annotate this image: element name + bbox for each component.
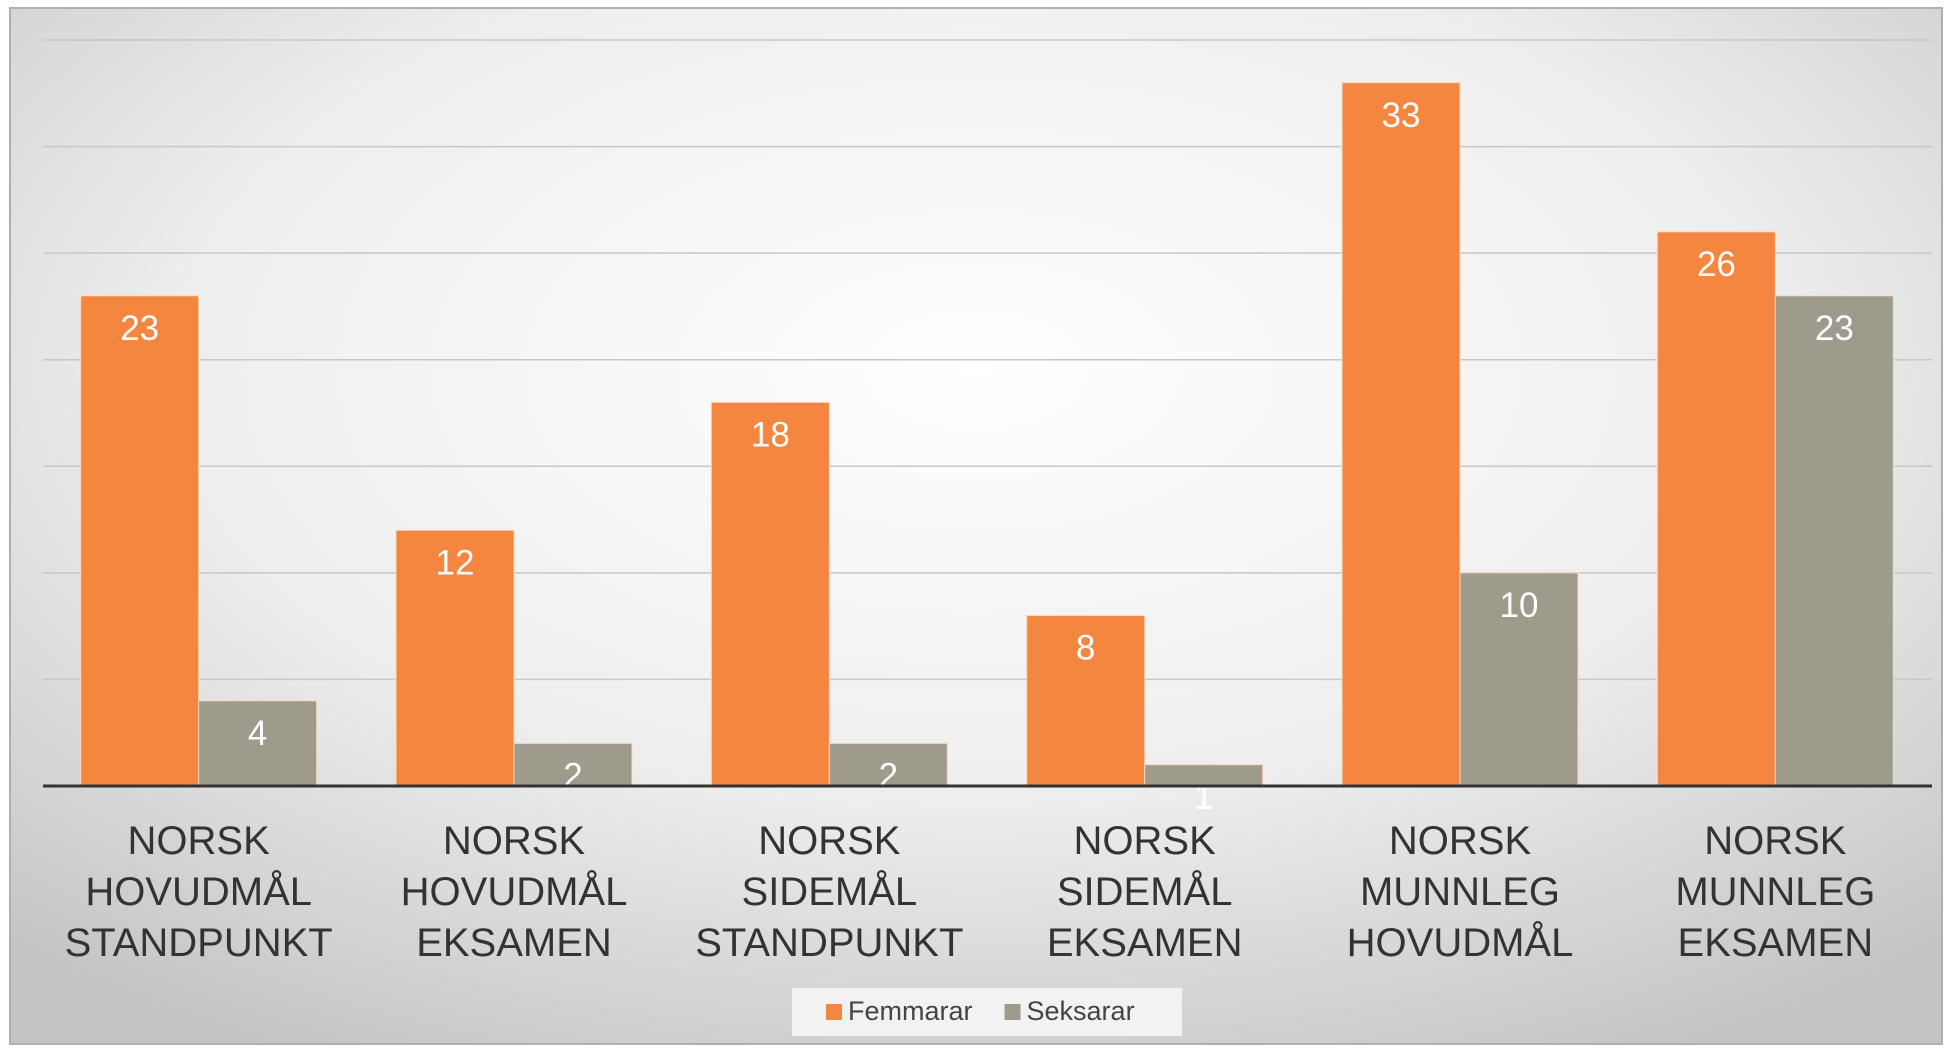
background	[9, 7, 1943, 1045]
bar	[1774, 295, 1894, 787]
value-label: 23	[120, 309, 159, 348]
legend-label: Seksarar	[1027, 996, 1135, 1026]
value-label: 12	[436, 543, 475, 582]
x-tick-label: NORSK SIDEMÅL STANDPUNKT	[695, 819, 963, 965]
bar	[1656, 231, 1776, 787]
value-label: 8	[1076, 629, 1095, 668]
legend-box	[792, 988, 1182, 1036]
bar	[1026, 614, 1146, 787]
x-tick-label: NORSK MUNNLEG HOVUDMÅL	[1347, 819, 1574, 965]
value-label: 23	[1815, 309, 1854, 348]
x-tick-label: NORSK HOVUDMÅL STANDPUNKT	[65, 819, 333, 965]
x-tick-label: NORSK SIDEMÅL EKSAMEN	[1047, 819, 1243, 965]
legend-swatch	[826, 1004, 842, 1020]
bar	[1341, 82, 1461, 787]
value-label: 18	[751, 416, 790, 455]
x-tick-label: NORSK HOVUDMÅL EKSAMEN	[401, 819, 628, 965]
value-label: 2	[563, 757, 582, 796]
value-label: 4	[248, 714, 267, 753]
bar	[198, 700, 318, 787]
legend-label: Femmarar	[848, 996, 973, 1026]
bar	[828, 742, 948, 787]
bar	[1459, 572, 1579, 787]
bar	[80, 295, 200, 787]
value-label: 1	[1194, 778, 1213, 817]
value-label: 2	[879, 757, 898, 796]
bar	[710, 401, 830, 787]
value-label: 26	[1697, 245, 1736, 284]
legend-swatch	[1004, 1004, 1021, 1020]
x-tick-label: NORSK MUNNLEG EKSAMEN	[1675, 819, 1875, 965]
value-label: 10	[1500, 586, 1539, 625]
bar	[395, 529, 515, 787]
bar	[513, 742, 633, 787]
value-label: 33	[1382, 96, 1421, 135]
